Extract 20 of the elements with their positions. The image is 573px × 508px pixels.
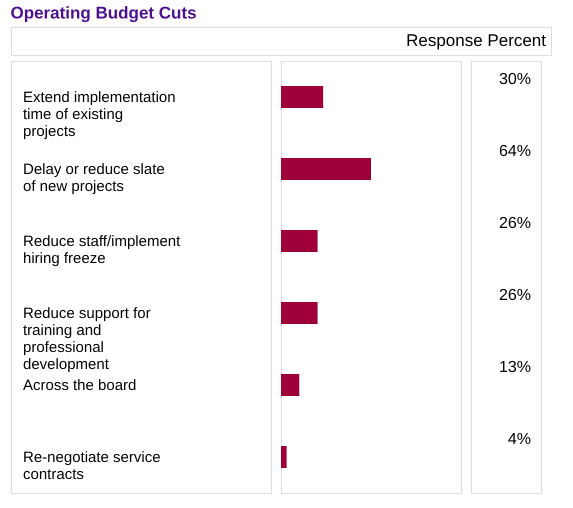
y-tick-label: Reduce support for training and professional development [23, 305, 151, 373]
y-tick-label: Delay or reduce slate of new projects [23, 161, 165, 195]
y-tick-label: Extend implementation time of existing projects [23, 89, 176, 140]
bar [281, 86, 324, 108]
bar [281, 230, 318, 252]
bar [281, 374, 300, 396]
y-tick-label: Re-negotiate service contracts [23, 449, 161, 483]
y-tick-label: Reduce staff/implement hiring freeze [23, 233, 182, 267]
x-axis-title: Response Percent [406, 31, 546, 50]
data-label: 64% [498, 143, 531, 160]
bar [281, 302, 318, 324]
text: Operating Budget Cuts [10, 4, 197, 22]
data-label: 13% [498, 359, 531, 376]
data-label: 30% [498, 71, 531, 88]
bar [281, 446, 287, 468]
y-tick-label: Across the board [23, 377, 136, 394]
bar [281, 158, 371, 180]
data-label: 26% [498, 215, 531, 232]
data-label: 26% [498, 287, 531, 304]
data-label: 4% [508, 431, 531, 448]
